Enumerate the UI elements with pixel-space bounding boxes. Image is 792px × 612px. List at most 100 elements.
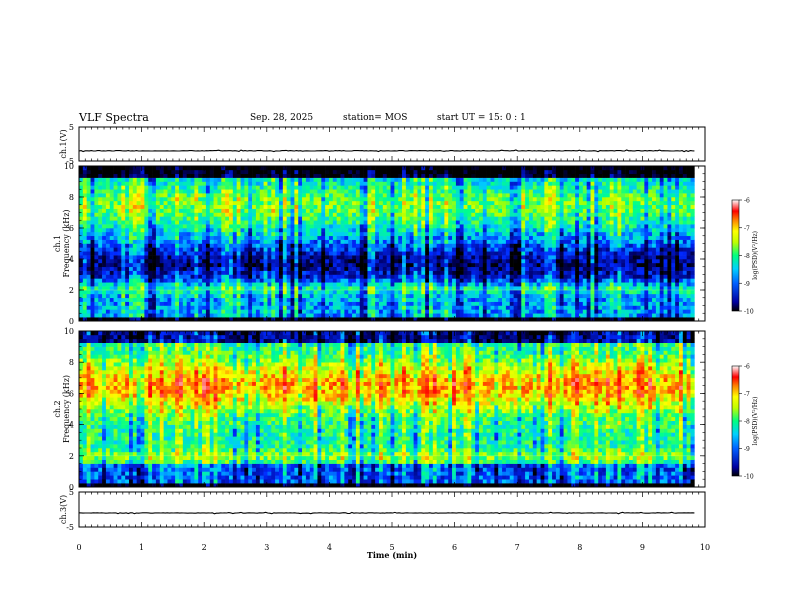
spec-cell: [352, 224, 357, 229]
spec-cell: [163, 200, 168, 206]
spec-cell: [209, 197, 214, 202]
spec-cell: [382, 317, 387, 322]
spec-cell: [305, 270, 311, 275]
spec-cell: [117, 228, 122, 233]
spec-cell: [278, 313, 284, 318]
spec-cell: [475, 317, 480, 322]
spec-cell: [398, 301, 403, 306]
spec-cell: [263, 259, 268, 264]
spec-cell: [305, 228, 311, 233]
spec-cell: [482, 259, 487, 264]
spec-cell: [367, 255, 372, 260]
spec-cell: [544, 293, 549, 299]
spec-cell: [182, 216, 187, 221]
spec-cell: [263, 189, 268, 194]
spec-cell: [513, 224, 518, 229]
spec-cell: [294, 173, 299, 178]
spec-cell: [94, 282, 99, 287]
spec-cell: [198, 255, 203, 260]
spec-cell: [182, 297, 187, 302]
spec-cell: [436, 251, 441, 256]
spec-cell: [132, 278, 137, 283]
spec-cell: [540, 243, 545, 248]
spec-cell: [286, 212, 291, 217]
spec-cell: [413, 208, 418, 213]
spec-cell: [305, 290, 311, 295]
spec-cell: [417, 259, 422, 264]
spec-cell: [159, 220, 164, 225]
spec-cell: [90, 189, 95, 194]
spec-cell: [228, 301, 234, 306]
spec-cell: [271, 197, 276, 202]
spec-cell: [486, 317, 491, 322]
spec-cell: [378, 216, 384, 221]
spec-cell: [82, 181, 87, 186]
spec-cell: [163, 189, 168, 194]
spec-cell: [132, 208, 137, 213]
spec-cell: [132, 231, 137, 237]
spec-cell: [290, 317, 295, 322]
spec-cell: [417, 286, 422, 291]
spec-cell: [175, 235, 180, 240]
spec-cell: [436, 193, 441, 198]
spec-cell: [467, 235, 472, 240]
spec-cell: [240, 301, 245, 306]
spec-cell: [321, 282, 326, 287]
spec-cell: [209, 204, 214, 209]
spec-cell: [482, 235, 487, 240]
spec-cell: [255, 274, 261, 279]
spec-cell: [263, 173, 268, 178]
spec-cell: [471, 220, 476, 225]
spec-cell: [217, 197, 222, 202]
spec-cell: [202, 197, 207, 202]
spec-cell: [482, 228, 487, 233]
spec-cell: [317, 266, 322, 271]
spec-cell: [194, 317, 199, 322]
spec-cell: [294, 297, 299, 302]
spec-cell: [236, 216, 241, 221]
spec-cell: [94, 259, 99, 264]
spec-cell: [509, 309, 514, 314]
spec-cell: [179, 317, 184, 322]
spec-cell: [225, 286, 230, 291]
spec-cell: [317, 251, 322, 256]
spec-cell: [305, 208, 311, 213]
spec-cell: [121, 224, 126, 229]
spec-cell: [359, 166, 364, 171]
spec-cell: [179, 193, 184, 198]
spec-cell: [171, 297, 176, 302]
spec-cell: [332, 216, 337, 221]
spec-cell: [140, 216, 145, 221]
spec-cell: [371, 189, 376, 194]
spec-cell: [209, 301, 214, 306]
spec-cell: [113, 169, 118, 175]
spec-cell: [217, 173, 222, 178]
spec-cell: [313, 262, 318, 268]
spec-cell: [363, 212, 368, 217]
spec-cell: [309, 166, 314, 171]
spec-cell: [94, 204, 99, 209]
spec-cell: [402, 212, 407, 217]
spec-cell: [225, 200, 230, 206]
spec-cell: [405, 293, 411, 299]
spec-cell: [113, 286, 118, 291]
spec-cell: [409, 301, 414, 306]
spec-cell: [498, 185, 503, 190]
spec-cell: [302, 181, 307, 186]
spec-cell: [378, 169, 384, 175]
spec-cell: [386, 313, 391, 318]
spec-cell: [359, 231, 364, 237]
spec-cell: [194, 235, 199, 240]
spec-cell: [294, 216, 299, 221]
spec-cell: [167, 290, 172, 295]
spec-cell: [409, 193, 414, 198]
spec-cell: [171, 235, 176, 240]
spec-cell: [367, 204, 372, 209]
spec-cell: [182, 255, 187, 260]
spec-cell: [448, 274, 453, 279]
spec-cell: [121, 282, 126, 287]
spec-cell: [328, 239, 334, 244]
spec-cell: [321, 193, 326, 198]
spec-cell: [394, 220, 399, 225]
spec-cell: [317, 274, 322, 279]
